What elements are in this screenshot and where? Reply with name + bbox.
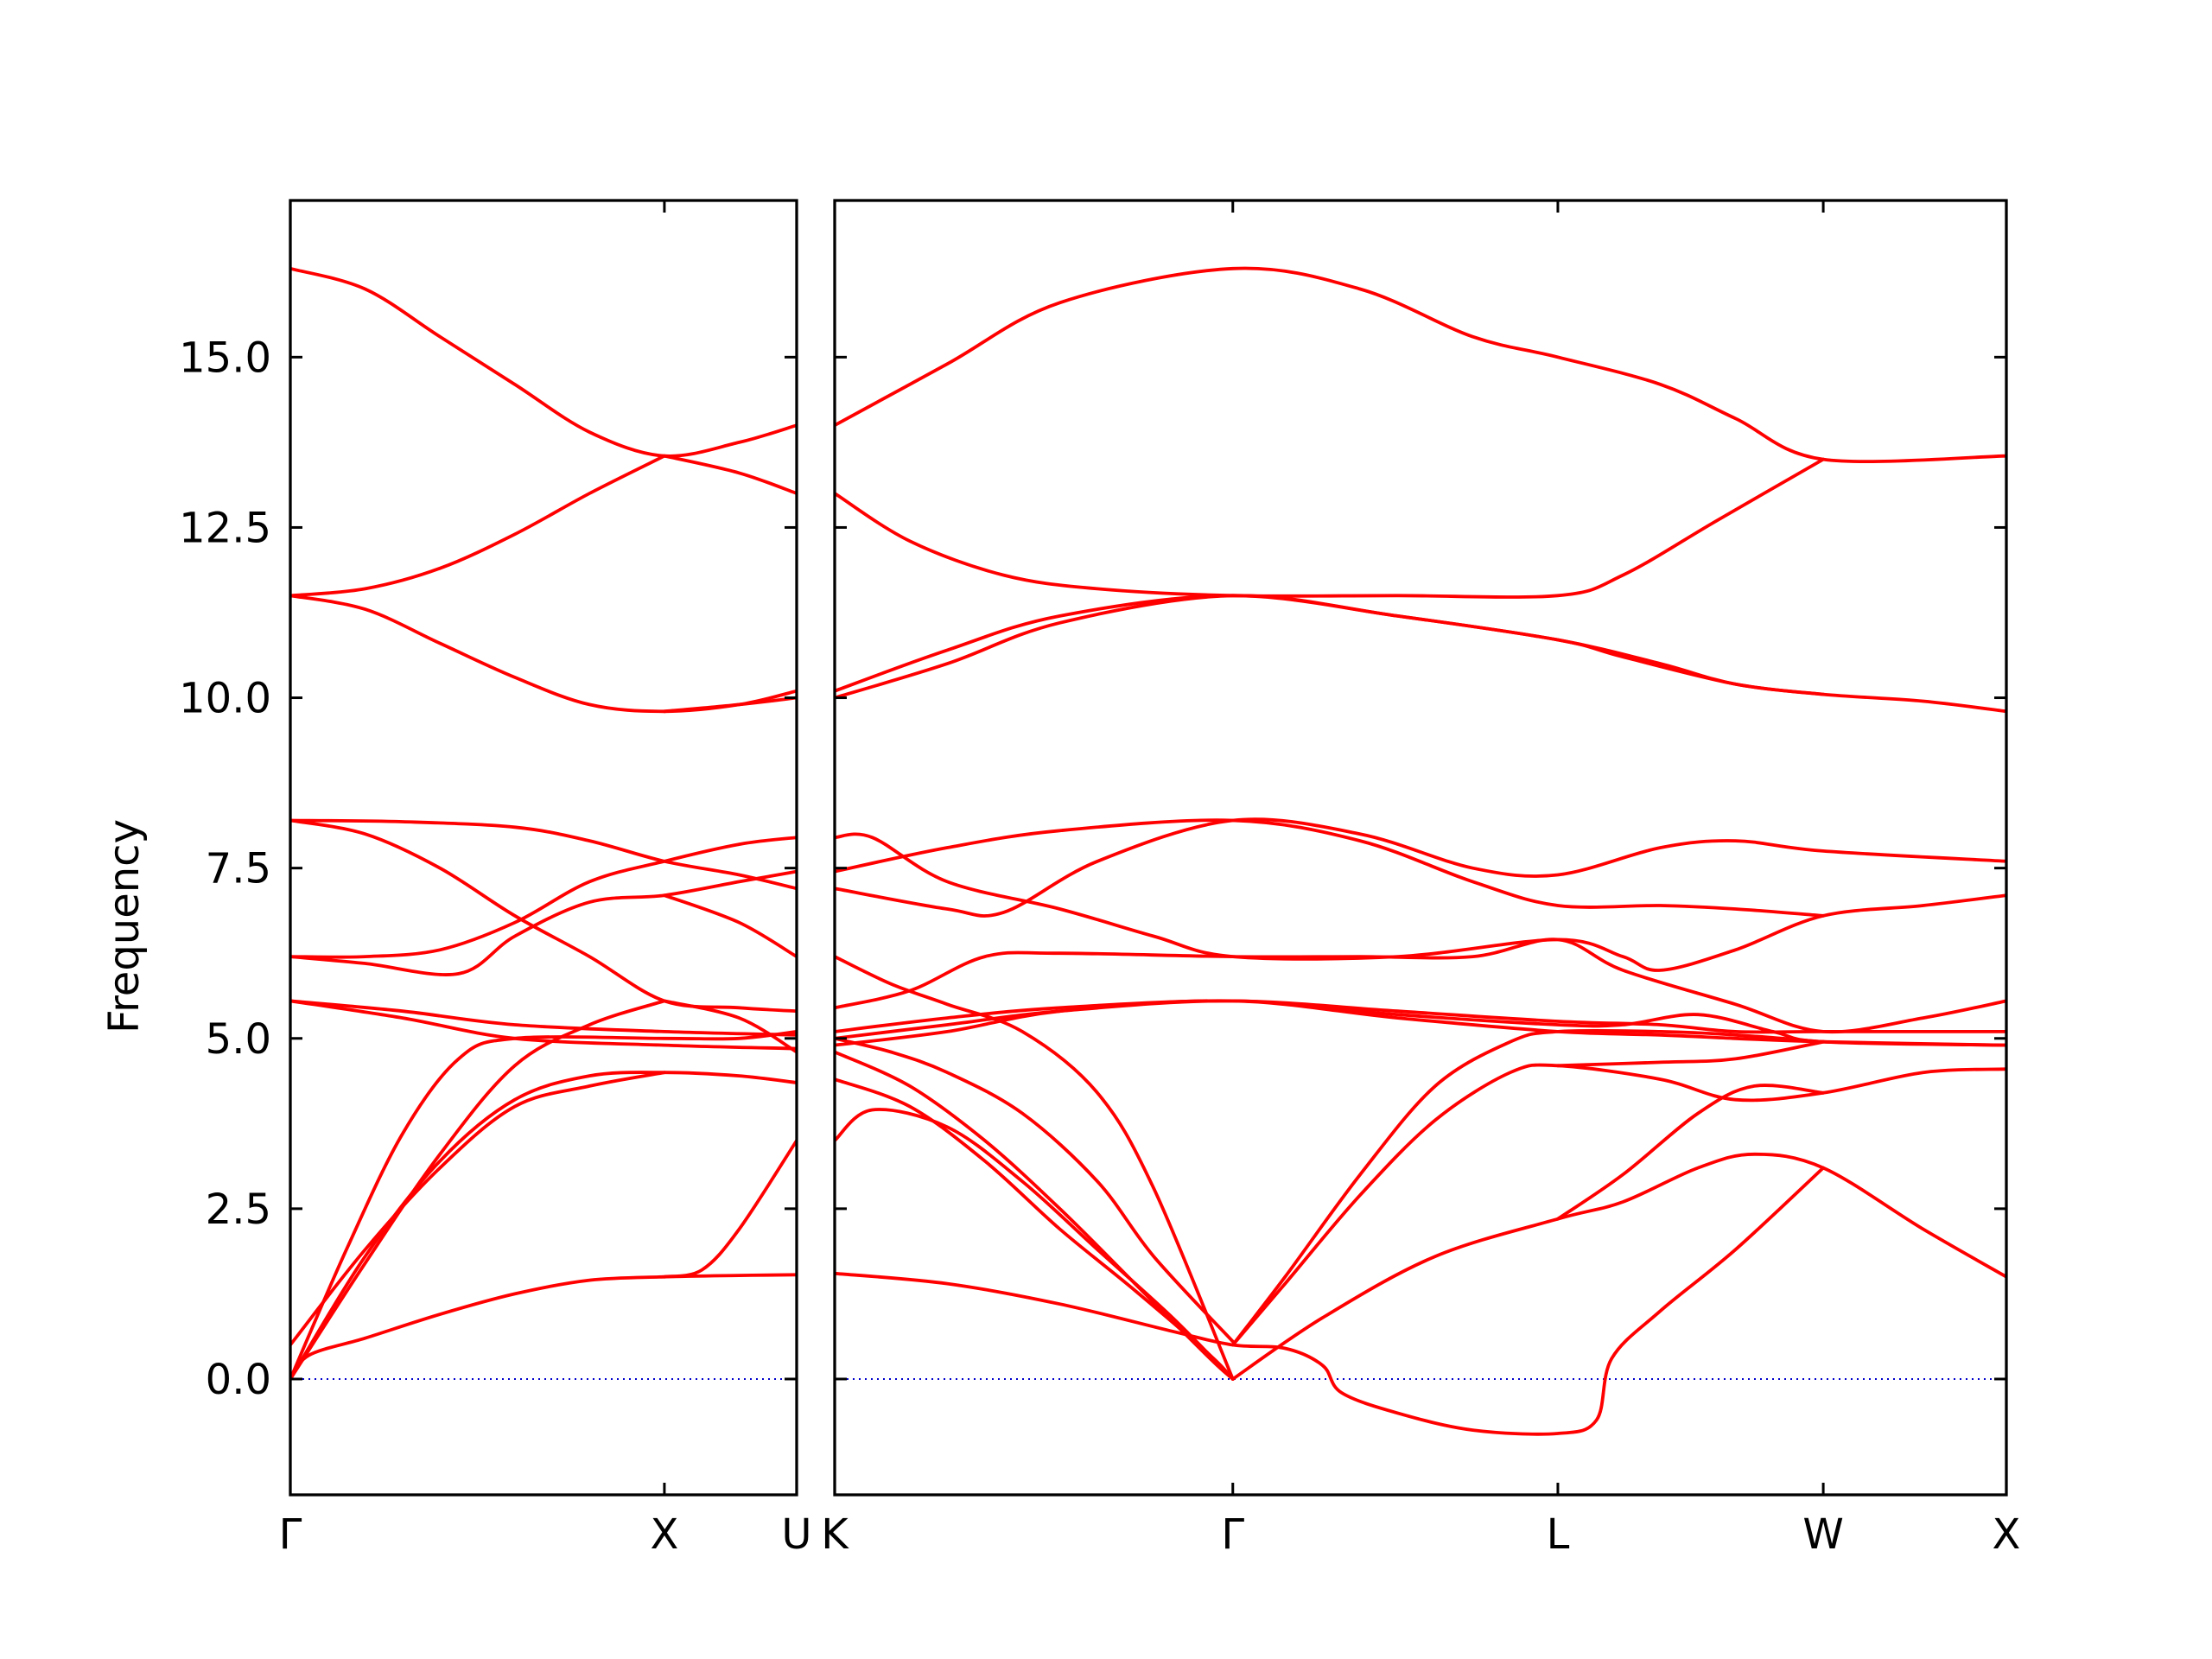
x-tick-label: U bbox=[781, 1510, 811, 1559]
phonon-band bbox=[290, 1273, 797, 1381]
phonon-band bbox=[290, 454, 666, 598]
phonon-band bbox=[835, 818, 1825, 918]
phonon-band bbox=[290, 818, 797, 1014]
y-tick-label: 0.0 bbox=[206, 1356, 271, 1404]
phonon-band bbox=[835, 594, 1825, 696]
phonon-band bbox=[290, 266, 797, 458]
x-tick-label: Γ bbox=[1221, 1510, 1244, 1559]
y-axis-title: Frequency bbox=[100, 819, 149, 1033]
phonon-band bbox=[835, 457, 1825, 599]
phonon-band bbox=[663, 999, 797, 1054]
phonon-band bbox=[835, 266, 2006, 464]
phonon-band bbox=[1230, 1152, 2006, 1381]
plot-frame bbox=[833, 199, 2008, 1497]
phonon-band bbox=[290, 594, 797, 714]
y-axis: 0.0 2.5 5.0 7.5 10.0 12.5 15.0 bbox=[179, 334, 271, 1404]
x-tick-label: X bbox=[1993, 1510, 2021, 1559]
phonon-band bbox=[835, 1050, 1235, 1381]
phonon-band bbox=[290, 1071, 666, 1347]
phonon-band bbox=[835, 999, 2006, 1034]
phonon-band bbox=[290, 818, 797, 891]
phonon-band bbox=[835, 955, 1235, 1381]
phonon-band bbox=[835, 999, 2006, 1047]
phonon-band bbox=[835, 1166, 1825, 1436]
y-tick-label: 15.0 bbox=[179, 334, 271, 382]
x-tick-label: W bbox=[1802, 1510, 1843, 1559]
x-tick-label: Γ bbox=[279, 1510, 302, 1559]
band-group bbox=[290, 266, 797, 1381]
phonon-band bbox=[663, 696, 797, 714]
phonon-band bbox=[1556, 1084, 1825, 1221]
phonon-band bbox=[290, 1071, 797, 1381]
y-tick-label: 2.5 bbox=[206, 1185, 271, 1234]
phonon-band bbox=[290, 999, 797, 1037]
phonon-band bbox=[1230, 1028, 1825, 1347]
phonon-band bbox=[1556, 1039, 1825, 1068]
phonon-band bbox=[835, 832, 2006, 972]
phonon-band bbox=[835, 594, 2006, 714]
x-tick-label: X bbox=[650, 1510, 678, 1559]
band-group bbox=[835, 266, 2006, 1436]
plot-frame bbox=[289, 199, 798, 1497]
phonon-band bbox=[290, 869, 797, 976]
phonon-band bbox=[835, 1036, 1235, 1344]
phonon-band bbox=[290, 999, 666, 1381]
phonon-band bbox=[835, 1108, 1235, 1381]
x-tick-label: L bbox=[1547, 1510, 1570, 1559]
phonon-band bbox=[663, 893, 797, 958]
phonon-band bbox=[663, 1139, 797, 1279]
y-tick-label: 10.0 bbox=[179, 675, 271, 723]
phonon-band bbox=[290, 836, 797, 959]
y-tick-label: 7.5 bbox=[206, 845, 271, 893]
x-tick-label: K bbox=[821, 1510, 849, 1559]
y-tick-label: 12.5 bbox=[179, 504, 271, 552]
phonon-band bbox=[290, 1030, 797, 1381]
phonon-band bbox=[835, 817, 2006, 918]
phonon-band bbox=[663, 454, 797, 495]
phonon-band bbox=[835, 999, 2006, 1047]
y-tick-label: 5.0 bbox=[206, 1015, 271, 1064]
